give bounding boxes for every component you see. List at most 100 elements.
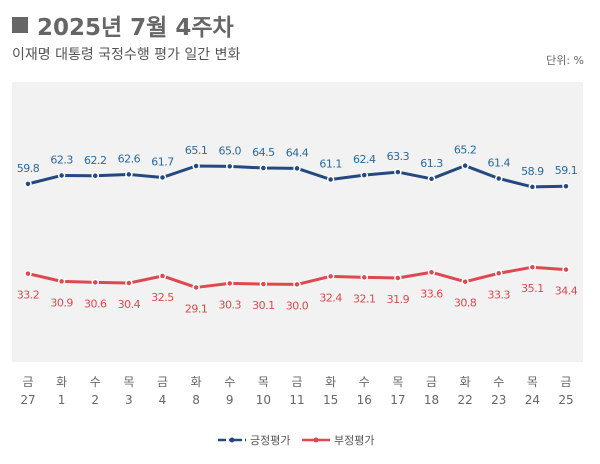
data-label: 34.4 [555,285,578,298]
legend-label-1: 긍정평가 [250,434,290,447]
data-point [158,272,167,280]
data-point [259,280,268,288]
x-tick-day: 목 [258,375,269,389]
data-label: 62.3 [50,153,73,166]
x-tick-date: 18 [424,393,439,407]
chart-subtitle: 이재명 대통령 국정수행 평가 일간 변화 [12,47,241,63]
legend-marker [313,437,319,443]
data-label: 30.0 [286,299,309,312]
data-point [427,268,436,277]
data-point [360,171,368,179]
x-tick-day: 수 [493,375,504,389]
data-label: 30.4 [118,298,141,311]
title-text: 2025년 7월 4주차 [37,15,234,41]
data-point [226,279,234,288]
data-point [57,171,66,180]
data-point [326,272,335,281]
data-point [427,175,436,183]
x-tick-day: 화 [56,375,67,389]
legend-label-2: 부정평가 [334,434,374,447]
data-point [495,269,503,278]
data-label: 33.6 [420,287,443,300]
x-tick-date: 2 [91,393,99,407]
x-tick-day: 금 [426,375,437,389]
x-tick-date: 15 [323,393,338,407]
data-point [394,168,402,176]
data-label: 62.4 [353,153,376,166]
data-point [461,161,469,170]
data-point [192,162,200,170]
x-tick-date: 17 [390,393,405,407]
data-point [24,180,32,188]
data-label: 29.1 [185,302,208,315]
title-square-icon [12,17,28,33]
data-point [125,170,133,179]
data-point [495,174,503,183]
data-point [528,183,537,191]
unit-label: 단위: % [546,54,584,67]
x-tick-date: 10 [256,393,271,407]
data-point [91,172,99,180]
data-label: 59.8 [17,162,40,175]
data-label: 35.1 [521,282,544,295]
data-point [394,274,402,282]
x-tick-date: 9 [226,393,234,407]
data-label: 30.3 [219,298,242,311]
data-label: 31.9 [387,293,410,306]
data-label: 63.3 [387,150,410,163]
x-tick-date: 23 [491,393,506,407]
x-tick-day: 화 [460,375,471,389]
data-point [562,265,570,274]
data-label: 61.1 [319,157,342,170]
data-label: 32.1 [353,292,376,305]
x-tick-day: 목 [527,375,538,389]
data-point [528,263,537,271]
data-label: 62.6 [118,152,141,165]
data-label: 59.1 [555,164,578,177]
data-point [326,175,335,184]
data-label: 30.6 [84,297,107,310]
data-label: 65.0 [219,144,242,157]
data-point [125,279,133,287]
data-label: 32.5 [151,291,174,304]
data-label: 58.9 [521,165,544,178]
x-tick-day: 금 [560,375,571,389]
data-label: 32.4 [319,291,342,304]
data-point [91,278,99,287]
x-tick-date: 1 [58,393,66,407]
x-tick-day: 수 [224,375,235,389]
x-tick-date: 8 [192,393,200,407]
data-label: 30.9 [50,296,73,309]
data-label: 30.8 [454,297,477,310]
plot-area [12,82,583,362]
data-point [24,269,32,278]
data-label: 61.3 [420,157,443,170]
data-label: 64.4 [286,146,309,159]
x-tick-day: 수 [90,375,101,389]
data-label: 65.1 [185,144,208,157]
x-tick-day: 목 [123,375,134,389]
data-label: 61.4 [488,156,511,169]
data-label: 62.2 [84,154,107,167]
x-tick-day: 금 [291,375,302,389]
data-label: 30.1 [252,299,275,312]
x-tick-date: 16 [357,393,372,407]
x-tick-date: 11 [289,393,304,407]
data-point [226,162,234,171]
data-label: 33.3 [488,288,511,301]
data-label: 61.7 [151,155,174,168]
data-point [259,164,268,172]
data-label: 65.2 [454,144,477,157]
data-point [192,283,200,292]
x-tick-date: 4 [159,393,167,407]
x-tick-day: 수 [359,375,370,389]
x-tick-day: 금 [22,375,33,389]
x-tick-date: 22 [457,393,472,407]
x-tick-day: 금 [157,375,168,389]
data-point [562,182,570,190]
data-point [461,277,469,286]
x-tick-date: 3 [125,393,133,407]
data-point [293,164,301,173]
data-point [293,280,301,289]
